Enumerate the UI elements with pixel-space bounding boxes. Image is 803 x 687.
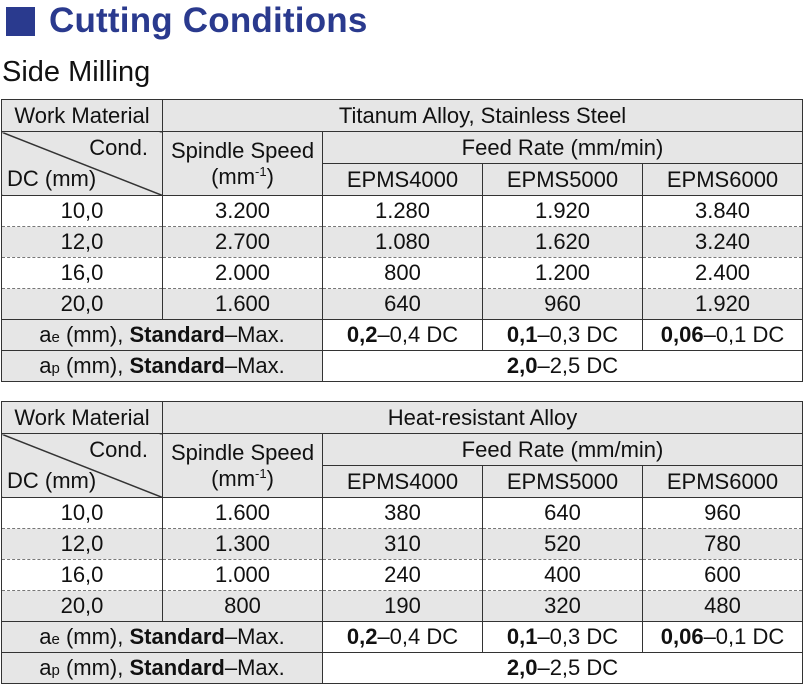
feed-value: 800 bbox=[322, 257, 483, 289]
feed-value: 960 bbox=[482, 288, 643, 320]
dc-value: 12,0 bbox=[1, 528, 163, 560]
table-row: 12,0 2.700 1.080 1.620 3.240 bbox=[1, 226, 803, 258]
spindle-speed-header: Spindle Speed (mm-1) bbox=[162, 131, 323, 196]
table-row: 20,0 800 190 320 480 bbox=[1, 590, 803, 622]
dc-value: 10,0 bbox=[1, 195, 163, 227]
spindle-speed-label: Spindle Speed bbox=[170, 137, 315, 163]
spindle-value: 3.200 bbox=[162, 195, 323, 227]
spindle-speed-unit: (mm-1) bbox=[211, 465, 274, 491]
table-row: 16,0 2.000 800 1.200 2.400 bbox=[1, 257, 803, 289]
spindle-speed-header: Spindle Speed (mm-1) bbox=[162, 433, 323, 498]
ap-value: 2,0–2,5 DC bbox=[321, 350, 803, 382]
spindle-speed-label: Spindle Speed bbox=[170, 439, 315, 465]
cutting-table-1: Work Material Titanum Alloy, Stainless S… bbox=[1, 99, 803, 382]
material-name: Titanum Alloy, Stainless Steel bbox=[161, 99, 803, 132]
feed-value: 640 bbox=[322, 288, 483, 320]
dc-value: 10,0 bbox=[1, 497, 163, 529]
feed-value: 3.240 bbox=[641, 226, 803, 258]
table-row: 10,0 3.200 1.280 1.920 3.840 bbox=[1, 195, 803, 227]
dc-label: DC (mm) bbox=[7, 166, 97, 191]
feed-value: 240 bbox=[322, 559, 483, 591]
feed-value: 1.200 bbox=[482, 257, 643, 289]
feed-value: 320 bbox=[482, 590, 643, 622]
spindle-value: 2.000 bbox=[162, 257, 323, 289]
table-row: 12,0 1.300 310 520 780 bbox=[1, 528, 803, 560]
dc-label: DC (mm) bbox=[7, 468, 97, 493]
section-header: Cutting Conditions bbox=[6, 1, 368, 40]
ae-value: 0,2–0,4 DC bbox=[322, 319, 483, 351]
table-row: 10,0 1.600 380 640 960 bbox=[1, 497, 803, 529]
ae-value: 0,06–0,1 DC bbox=[641, 319, 803, 351]
cond-label: Cond. bbox=[89, 437, 148, 462]
ae-value: 0,1–0,3 DC bbox=[482, 319, 643, 351]
ae-value: 0,2–0,4 DC bbox=[322, 621, 483, 653]
spindle-value: 1.600 bbox=[162, 288, 323, 320]
ae-label: ae (mm), Standard–Max. bbox=[1, 621, 323, 653]
feed-value: 520 bbox=[482, 528, 643, 560]
dc-value: 16,0 bbox=[1, 257, 163, 289]
feed-value: 1.920 bbox=[482, 195, 643, 227]
spindle-value: 800 bbox=[162, 590, 323, 622]
ap-label: ap (mm), Standard–Max. bbox=[1, 350, 323, 382]
spindle-value: 1.300 bbox=[162, 528, 323, 560]
cond-label: Cond. bbox=[89, 135, 148, 160]
ap-value: 2,0–2,5 DC bbox=[321, 652, 803, 684]
feed-value: 780 bbox=[641, 528, 803, 560]
material-name: Heat-resistant Alloy bbox=[161, 401, 803, 434]
feed-value: 1.280 bbox=[322, 195, 483, 227]
table-row: 20,0 1.600 640 960 1.920 bbox=[1, 288, 803, 320]
ap-row: ap (mm), Standard–Max. 2,0–2,5 DC bbox=[1, 350, 803, 382]
work-material-label: Work Material bbox=[1, 99, 163, 132]
feed-value: 1.920 bbox=[641, 288, 803, 320]
dc-value: 20,0 bbox=[1, 590, 163, 622]
ae-value: 0,06–0,1 DC bbox=[641, 621, 803, 653]
feed-value: 380 bbox=[322, 497, 483, 529]
spindle-speed-unit: (mm-1) bbox=[211, 163, 274, 189]
dc-value: 12,0 bbox=[1, 226, 163, 258]
feed-value: 480 bbox=[641, 590, 803, 622]
feed-value: 960 bbox=[641, 497, 803, 529]
feed-value: 640 bbox=[482, 497, 643, 529]
ae-label: ae (mm), Standard–Max. bbox=[1, 319, 323, 351]
ap-label: ap (mm), Standard–Max. bbox=[1, 652, 323, 684]
cutting-table-2: Work Material Heat-resistant Alloy Cond.… bbox=[1, 401, 803, 684]
feed-value: 2.400 bbox=[641, 257, 803, 289]
feed-value: 3.840 bbox=[641, 195, 803, 227]
ae-row: ae (mm), Standard–Max. 0,2–0,4 DC 0,1–0,… bbox=[1, 621, 803, 653]
ap-row: ap (mm), Standard–Max. 2,0–2,5 DC bbox=[1, 652, 803, 684]
spindle-value: 1.000 bbox=[162, 559, 323, 591]
cond-dc-header: Cond. DC (mm) bbox=[1, 433, 163, 498]
ae-row: ae (mm), Standard–Max. 0,2–0,4 DC 0,1–0,… bbox=[1, 319, 803, 351]
title-square-marker bbox=[6, 6, 35, 36]
dc-value: 16,0 bbox=[1, 559, 163, 591]
feed-value: 1.080 bbox=[322, 226, 483, 258]
grade-header: EPMS5000 bbox=[482, 163, 643, 196]
feed-value: 600 bbox=[641, 559, 803, 591]
grade-header: EPMS6000 bbox=[641, 163, 803, 196]
feed-rate-header: Feed Rate (mm/min) bbox=[321, 131, 803, 164]
page-subtitle: Side Milling bbox=[2, 56, 151, 88]
grade-header: EPMS4000 bbox=[322, 465, 483, 498]
work-material-label: Work Material bbox=[1, 401, 163, 434]
grade-header: EPMS5000 bbox=[482, 465, 643, 498]
cond-dc-header: Cond. DC (mm) bbox=[1, 131, 163, 196]
ae-value: 0,1–0,3 DC bbox=[482, 621, 643, 653]
table-row: 16,0 1.000 240 400 600 bbox=[1, 559, 803, 591]
page-title: Cutting Conditions bbox=[49, 1, 368, 40]
feed-value: 400 bbox=[482, 559, 643, 591]
grade-header: EPMS4000 bbox=[322, 163, 483, 196]
feed-value: 1.620 bbox=[482, 226, 643, 258]
feed-rate-header: Feed Rate (mm/min) bbox=[321, 433, 803, 466]
dc-value: 20,0 bbox=[1, 288, 163, 320]
spindle-value: 1.600 bbox=[162, 497, 323, 529]
feed-value: 310 bbox=[322, 528, 483, 560]
feed-value: 190 bbox=[322, 590, 483, 622]
grade-header: EPMS6000 bbox=[641, 465, 803, 498]
spindle-value: 2.700 bbox=[162, 226, 323, 258]
